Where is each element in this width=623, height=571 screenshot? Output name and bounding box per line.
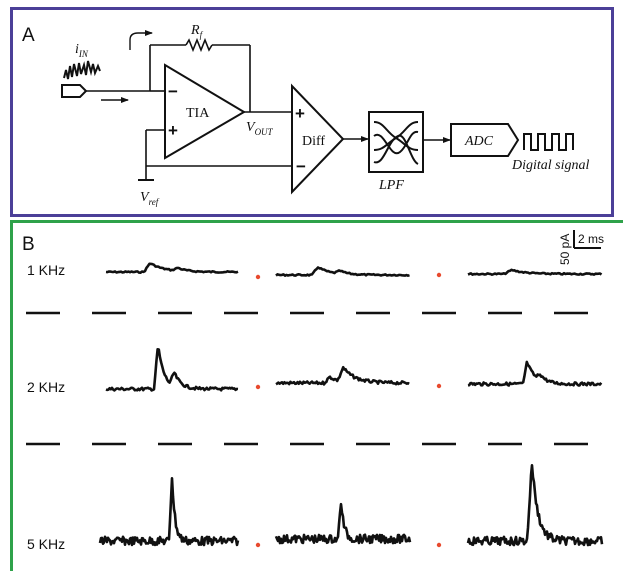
diff-plus-sign: + <box>295 104 305 123</box>
digital-signal-label: Digital signal <box>511 158 590 173</box>
trace-2khz-c <box>467 360 603 387</box>
lpf-label: LPF <box>378 178 404 193</box>
adc-block <box>450 123 520 157</box>
panel-a: A iIN Rf TIA − + Vref <box>10 7 614 217</box>
input-current-label: iIN <box>75 42 89 59</box>
vref-label: Vref <box>140 190 160 207</box>
current-traces <box>98 262 604 547</box>
scale-bar-time-label: 2 ms <box>578 232 604 246</box>
separator-dot <box>436 272 442 278</box>
electrode-icon <box>61 84 88 98</box>
tia-minus-sign: − <box>168 82 178 101</box>
trace-5khz-a <box>98 477 240 547</box>
vout-label: VOUT <box>246 120 274 137</box>
panel-a-label: A <box>22 25 35 46</box>
feedback-current-arrow <box>129 30 153 50</box>
trace-1khz-a <box>105 262 239 274</box>
noise-signal-icon <box>63 60 101 80</box>
scale-bar: 50 pA 2 ms <box>558 230 604 265</box>
trace-2khz-b <box>275 365 410 386</box>
separator-dot <box>436 542 442 548</box>
lpf-waves-icon <box>373 121 419 165</box>
diff-label: Diff <box>302 134 325 149</box>
feedback-resistor-icon <box>185 37 213 53</box>
trace-2khz-a <box>105 348 239 392</box>
digital-signal-icon <box>523 133 574 151</box>
tia-opamp <box>164 63 246 160</box>
panel-b-label: B <box>22 234 35 255</box>
adc-label: ADC <box>464 134 494 149</box>
panel-b: B 50 pA 2 ms 1 KHz 2 KHz 5 KHz <box>10 220 623 571</box>
panel-b-border <box>10 220 623 571</box>
diff-amplifier <box>291 83 345 195</box>
row-label-5khz: 5 KHz <box>27 536 65 552</box>
separator-dot <box>436 383 442 389</box>
trace-5khz-b <box>274 502 412 545</box>
trace-separator-dots <box>255 272 442 548</box>
diff-minus-sign: − <box>296 157 306 176</box>
trace-5khz-c <box>466 464 604 547</box>
separator-dot <box>255 384 261 390</box>
trace-1khz-b <box>275 266 410 277</box>
separator-dot <box>255 542 261 548</box>
scale-bar-current-label: 50 pA <box>558 234 572 265</box>
tia-label: TIA <box>186 106 210 121</box>
feedback-resistor-label: Rf <box>190 23 204 40</box>
row-label-1khz: 1 KHz <box>27 262 65 278</box>
row-label-2khz: 2 KHz <box>27 379 65 395</box>
trace-1khz-c <box>467 268 603 276</box>
separator-dot <box>255 274 261 280</box>
tia-plus-sign: + <box>168 121 178 140</box>
